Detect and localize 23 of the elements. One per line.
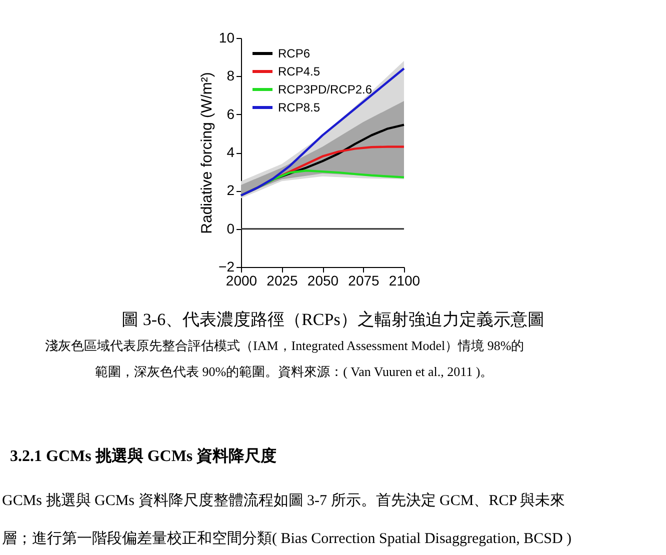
x-tick-label: 2000 xyxy=(226,272,258,288)
legend-label: RCP6 xyxy=(278,46,310,60)
text: 3.2.1 GCMs 挑選與 GCMs 資料降尺度 xyxy=(10,446,277,465)
legend-label: RCP8.5 xyxy=(278,100,320,114)
y-tick-label: 6 xyxy=(226,106,235,122)
y-tick-label: −2 xyxy=(218,258,235,274)
text: 範圍，深灰色代表 90%的範圍。資料來源：( Van Vuuren et al., 2011 )。 xyxy=(95,364,494,379)
x-tick-label: 2025 xyxy=(266,272,298,288)
x-tick-label: 2075 xyxy=(348,272,380,288)
y-tick-label: 4 xyxy=(226,144,235,160)
y-tick-label: 8 xyxy=(226,68,235,84)
legend-label: RCP3PD/RCP2.6 xyxy=(278,82,372,96)
text: 層；進行第一階段偏差量校正和空間分類( Bias Correction Spatial Disaggregation, BCSD ) xyxy=(2,530,572,547)
text: GCMs 挑選與 GCMs 資料降尺度整體流程如圖 3-7 所示。首先決定 GCM、RCP 與未來 xyxy=(2,492,566,509)
y-tick-label: 2 xyxy=(226,182,235,198)
x-tick-label: 2050 xyxy=(307,272,339,288)
legend-label: RCP4.5 xyxy=(278,64,320,78)
y-tick-label: 10 xyxy=(218,30,235,46)
text: 淺灰色區域代表原先整合評估模式（IAM，Integrated Assessment Model）情境 98%的 xyxy=(45,338,524,353)
x-tick-label: 2100 xyxy=(388,272,420,288)
caption: 圖 3-6、代表濃度路徑（RCPs）之輻射強迫力定義示意圖 xyxy=(122,310,544,329)
y-axis-title: Radiative forcing (W/m²) xyxy=(198,72,216,234)
y-tick-label: 0 xyxy=(226,220,235,236)
